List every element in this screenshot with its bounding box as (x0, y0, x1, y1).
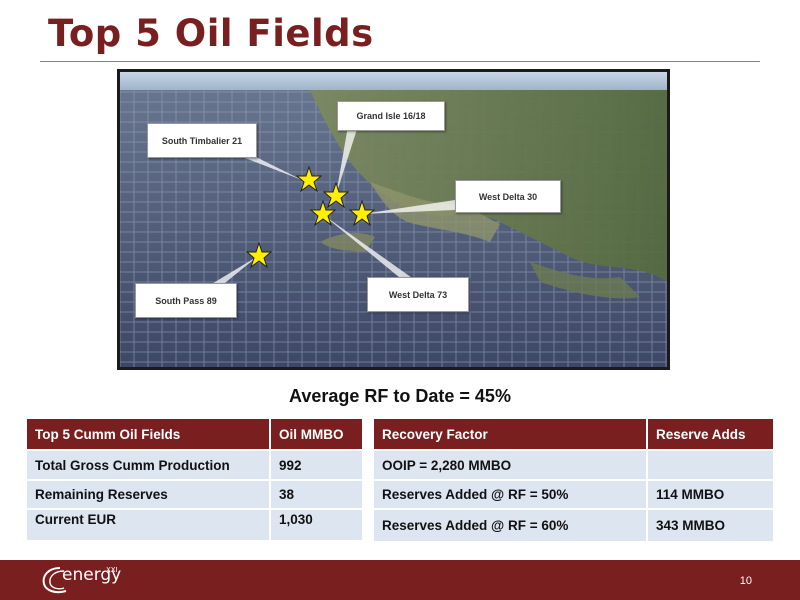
column-header: Top 5 Cumm Oil Fields (27, 419, 271, 449)
table-row: Total Gross Cumm Production 992 (27, 449, 362, 479)
callout-label: South Pass 89 (155, 295, 217, 306)
star-icon (246, 242, 272, 268)
star-icon (323, 182, 349, 208)
table-cell: Total Gross Cumm Production (27, 449, 271, 479)
cumm-oil-fields-table: Top 5 Cumm Oil Fields Oil MMBO Total Gro… (27, 419, 362, 540)
callout-west-delta-30: West Delta 30 (455, 180, 561, 213)
table-row: OOIP = 2,280 MMBO (374, 449, 773, 479)
table-cell: Reserves Added @ RF = 50% (374, 479, 648, 508)
callout-label: South Timbalier 21 (161, 135, 243, 146)
page-number: 10 (739, 575, 752, 587)
star-icon (310, 200, 336, 226)
callout-label: West Delta 30 (478, 191, 538, 202)
table-row: Reserves Added @ RF = 50% 114 MMBO (374, 479, 773, 508)
callout-south-pass-89: South Pass 89 (135, 283, 237, 318)
table-row: Current EUR 1,030 (27, 508, 362, 540)
star-icon (296, 166, 322, 192)
table-cell: Reserves Added @ RF = 60% (374, 508, 648, 541)
recovery-factor-table: Recovery Factor Reserve Adds OOIP = 2,28… (374, 419, 773, 541)
footer-bar (0, 560, 800, 600)
table-header-row: Recovery Factor Reserve Adds (374, 419, 773, 449)
callout-label: Grand Isle 16/18 (356, 111, 426, 121)
average-rf-heading: Average RF to Date = 45% (289, 386, 511, 406)
column-header: Reserve Adds (648, 419, 773, 449)
column-header: Oil MMBO (271, 419, 362, 449)
table-cell: OOIP = 2,280 MMBO (374, 449, 648, 479)
title-divider (40, 61, 760, 62)
table-cell: Current EUR (27, 508, 271, 540)
table-cell: 343 MMBO (648, 508, 773, 541)
table-cell: 114 MMBO (648, 479, 773, 508)
star-icon (349, 200, 375, 226)
table-header-row: Top 5 Cumm Oil Fields Oil MMBO (27, 419, 362, 449)
table-cell: 38 (271, 479, 362, 508)
table-row: Remaining Reserves 38 (27, 479, 362, 508)
table-cell (648, 449, 773, 479)
logo-superscript: XXI (106, 566, 118, 574)
table-cell: Remaining Reserves (27, 479, 271, 508)
slide-title: Top 5 Oil Fields (48, 12, 374, 55)
energy-xxi-logo-icon (42, 567, 67, 594)
table-row: Reserves Added @ RF = 60% 343 MMBO (374, 508, 773, 541)
callout-south-timbalier-21: South Timbalier 21 (147, 123, 257, 158)
callout-grand-isle-16-18: Grand Isle 16/18 (337, 101, 445, 131)
callout-label: West Delta 73 (388, 289, 448, 300)
column-header: Recovery Factor (374, 419, 648, 449)
logo-wordmark: energy (62, 565, 122, 585)
table-cell: 1,030 (271, 508, 362, 540)
table-cell: 992 (271, 449, 362, 479)
callout-west-delta-73: West Delta 73 (367, 277, 469, 312)
